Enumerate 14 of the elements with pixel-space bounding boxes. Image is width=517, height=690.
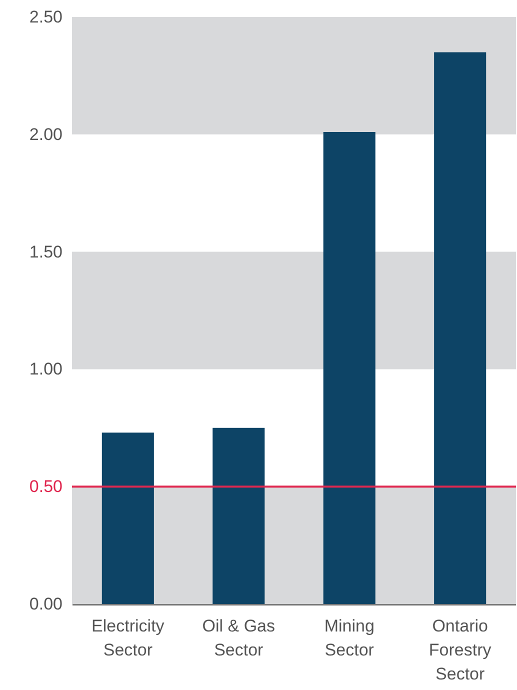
y-tick-label: 0.00: [29, 594, 62, 614]
x-tick-label: Ontario Forestry Sector: [428, 616, 492, 684]
bar: [102, 432, 154, 604]
x-tick-label: Mining Sector: [324, 616, 374, 660]
y-tick-label: 0.50: [29, 477, 62, 496]
bar: [323, 132, 376, 604]
y-tick-label: 1.00: [29, 360, 62, 379]
x-tick-label: Oil & Gas Sector: [202, 616, 276, 660]
x-tick-label: Electricity Sector: [92, 616, 165, 660]
bar: [212, 428, 265, 604]
y-tick-label: 2.00: [29, 124, 62, 144]
bar: [434, 52, 486, 604]
y-tick-label: 2.50: [29, 8, 62, 26]
y-tick-label: 1.50: [29, 242, 62, 262]
